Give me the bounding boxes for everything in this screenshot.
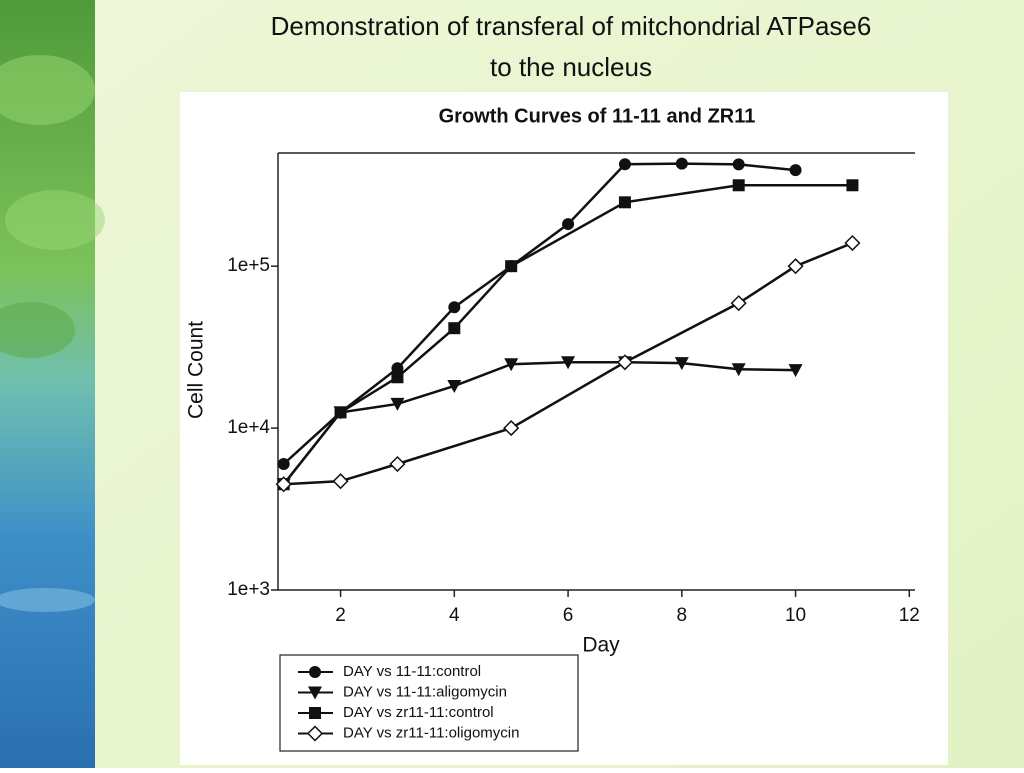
- legend-marker: [309, 666, 321, 678]
- marker: [448, 301, 461, 314]
- chart-title: Growth Curves of 11-11 and ZR11: [439, 105, 756, 127]
- legend-marker: [306, 725, 324, 742]
- marker: [391, 371, 404, 384]
- marker: [730, 295, 747, 312]
- series-line: [282, 162, 796, 465]
- marker: [389, 455, 406, 473]
- legend-box: [279, 654, 579, 752]
- slide-title: Demonstration of transferal of mitchondr…: [271, 11, 872, 41]
- x-tick-label: 2: [335, 605, 346, 626]
- marker: [732, 179, 745, 192]
- legend-label: DAY vs zr11-11:control: [343, 704, 494, 721]
- legend-label: DAY vs 11-11:aligomycin: [343, 683, 507, 700]
- series-line: [282, 184, 853, 486]
- marker: [618, 196, 631, 209]
- x-axis-label: Day: [582, 634, 620, 657]
- leaf: [0, 302, 75, 358]
- chart-panel: [180, 92, 948, 765]
- y-tick-label: 1e+5: [227, 255, 270, 276]
- y-axis-label: Cell Count: [185, 321, 208, 419]
- marker: [731, 363, 746, 377]
- marker: [334, 406, 347, 419]
- decor-strip: [0, 0, 95, 768]
- marker: [788, 364, 803, 378]
- marker: [675, 157, 688, 170]
- marker: [618, 158, 631, 171]
- marker: [447, 379, 462, 393]
- marker: [448, 322, 461, 335]
- water-ripple: [0, 588, 95, 612]
- marker: [732, 158, 745, 171]
- marker: [787, 258, 804, 275]
- marker: [561, 356, 576, 370]
- y-tick-label: 1e+4: [227, 417, 270, 438]
- marker: [504, 358, 519, 372]
- legend-label: DAY vs zr11-11:oligomycin: [343, 724, 519, 741]
- marker: [275, 476, 292, 493]
- marker: [505, 260, 518, 273]
- marker: [844, 234, 861, 252]
- series-line: [282, 361, 796, 486]
- x-tick-label: 6: [563, 605, 574, 626]
- marker: [390, 397, 405, 411]
- x-tick-label: 12: [899, 605, 920, 626]
- x-tick-label: 8: [677, 605, 688, 626]
- legend-label: DAY vs 11-11:control: [343, 663, 481, 680]
- marker: [674, 357, 689, 371]
- y-tick-label: 1e+3: [227, 579, 270, 600]
- legend-marker: [309, 707, 321, 719]
- marker: [846, 179, 859, 192]
- marker: [616, 354, 633, 371]
- marker: [503, 420, 520, 437]
- marker: [277, 458, 290, 471]
- leaf: [5, 190, 105, 250]
- series-line: [283, 241, 853, 486]
- legend-marker: [308, 686, 322, 700]
- x-tick-label: 4: [449, 605, 460, 626]
- leaf: [0, 55, 95, 125]
- marker: [562, 218, 575, 231]
- marker: [789, 164, 802, 177]
- marker: [332, 473, 349, 490]
- slide-title: to the nucleus: [490, 52, 652, 82]
- x-tick-label: 10: [785, 605, 806, 626]
